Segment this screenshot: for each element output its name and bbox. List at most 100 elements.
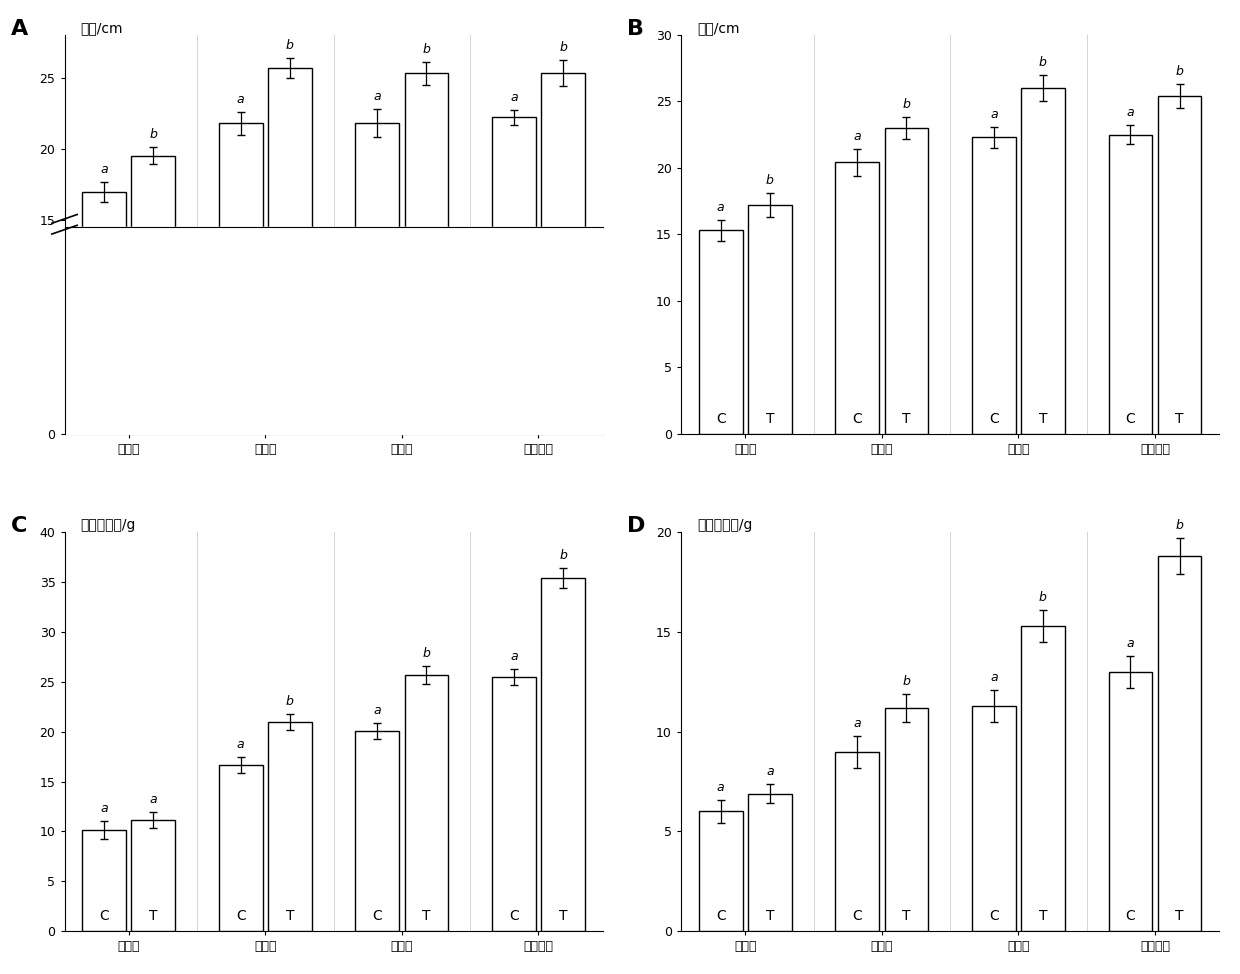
Text: C: C	[990, 412, 998, 426]
Text: D: D	[627, 516, 646, 537]
Bar	[541, 579, 585, 931]
Text: C: C	[852, 412, 862, 426]
Text: T: T	[765, 412, 774, 426]
Bar	[748, 205, 791, 433]
Bar	[541, 73, 585, 433]
Text: a: a	[510, 650, 517, 663]
Text: T: T	[765, 909, 774, 923]
Text: a: a	[990, 671, 998, 684]
Text: T: T	[1039, 909, 1048, 923]
Text: b: b	[1176, 65, 1183, 78]
Text: C: C	[508, 909, 518, 923]
Bar	[404, 675, 449, 931]
Bar	[1158, 556, 1202, 931]
Text: a: a	[717, 201, 724, 213]
Text: T: T	[422, 412, 430, 426]
Bar	[972, 137, 1016, 433]
Text: b: b	[1176, 519, 1183, 532]
Text: a: a	[237, 737, 244, 751]
Text: A: A	[11, 19, 29, 39]
Text: a: a	[853, 131, 861, 143]
Text: C: C	[372, 909, 382, 923]
Text: a: a	[100, 163, 108, 175]
Text: C: C	[99, 412, 109, 426]
Text: T: T	[149, 909, 157, 923]
Text: C: C	[990, 909, 998, 923]
Text: a: a	[717, 780, 724, 794]
Bar	[218, 123, 263, 433]
Text: b: b	[1039, 591, 1047, 604]
Bar	[748, 794, 791, 931]
Bar	[884, 708, 929, 931]
Bar	[884, 128, 929, 433]
Bar	[268, 722, 311, 931]
Bar	[268, 67, 311, 433]
Text: a: a	[1127, 637, 1135, 650]
Text: 地上部鲜重/g: 地上部鲜重/g	[81, 518, 136, 532]
Text: a: a	[100, 803, 108, 815]
Bar	[131, 820, 175, 931]
Bar	[82, 192, 126, 433]
Text: T: T	[1176, 412, 1184, 426]
Bar	[218, 765, 263, 931]
Text: b: b	[286, 39, 294, 52]
Text: a: a	[766, 765, 774, 777]
Text: T: T	[285, 412, 294, 426]
Text: b: b	[1039, 56, 1047, 69]
Text: C: C	[715, 412, 725, 426]
Text: T: T	[1176, 909, 1184, 923]
Bar	[1021, 88, 1065, 433]
Bar	[1109, 672, 1152, 931]
Bar	[699, 811, 743, 931]
Text: b: b	[559, 42, 567, 55]
Text: T: T	[422, 909, 430, 923]
Text: a: a	[150, 794, 157, 806]
Text: T: T	[559, 412, 567, 426]
Text: T: T	[559, 909, 567, 923]
Bar	[356, 730, 399, 931]
Text: b: b	[903, 675, 910, 688]
Bar	[836, 752, 879, 931]
Bar	[972, 706, 1016, 931]
Text: a: a	[990, 107, 998, 121]
Text: T: T	[1039, 412, 1048, 426]
Text: a: a	[1127, 106, 1135, 119]
Bar	[836, 163, 879, 433]
Text: C: C	[508, 412, 518, 426]
Bar	[356, 123, 399, 433]
Text: T: T	[903, 909, 910, 923]
Text: a: a	[373, 90, 381, 103]
Text: b: b	[149, 129, 157, 141]
Text: C: C	[99, 909, 109, 923]
Text: 根长/cm: 根长/cm	[697, 20, 740, 35]
Bar	[1109, 134, 1152, 433]
Bar	[404, 73, 449, 433]
Text: C: C	[11, 516, 27, 537]
Text: a: a	[853, 717, 861, 730]
Text: b: b	[423, 647, 430, 660]
Bar	[131, 156, 175, 433]
Text: B: B	[627, 19, 645, 39]
Text: b: b	[286, 694, 294, 708]
Text: C: C	[236, 412, 246, 426]
Text: T: T	[903, 412, 910, 426]
Bar	[492, 118, 536, 433]
Text: C: C	[236, 909, 246, 923]
Text: b: b	[903, 98, 910, 111]
Text: T: T	[149, 412, 157, 426]
Bar	[699, 230, 743, 433]
Text: b: b	[766, 174, 774, 187]
Text: b: b	[423, 43, 430, 56]
Text: a: a	[510, 92, 517, 104]
Text: 株高/cm: 株高/cm	[81, 20, 123, 35]
Text: C: C	[1126, 412, 1136, 426]
Text: C: C	[715, 909, 725, 923]
Text: C: C	[372, 412, 382, 426]
Bar	[1021, 626, 1065, 931]
Bar	[492, 677, 536, 931]
Text: a: a	[237, 93, 244, 106]
Text: C: C	[852, 909, 862, 923]
Text: C: C	[1126, 909, 1136, 923]
Bar	[82, 831, 126, 931]
Text: a: a	[373, 704, 381, 717]
